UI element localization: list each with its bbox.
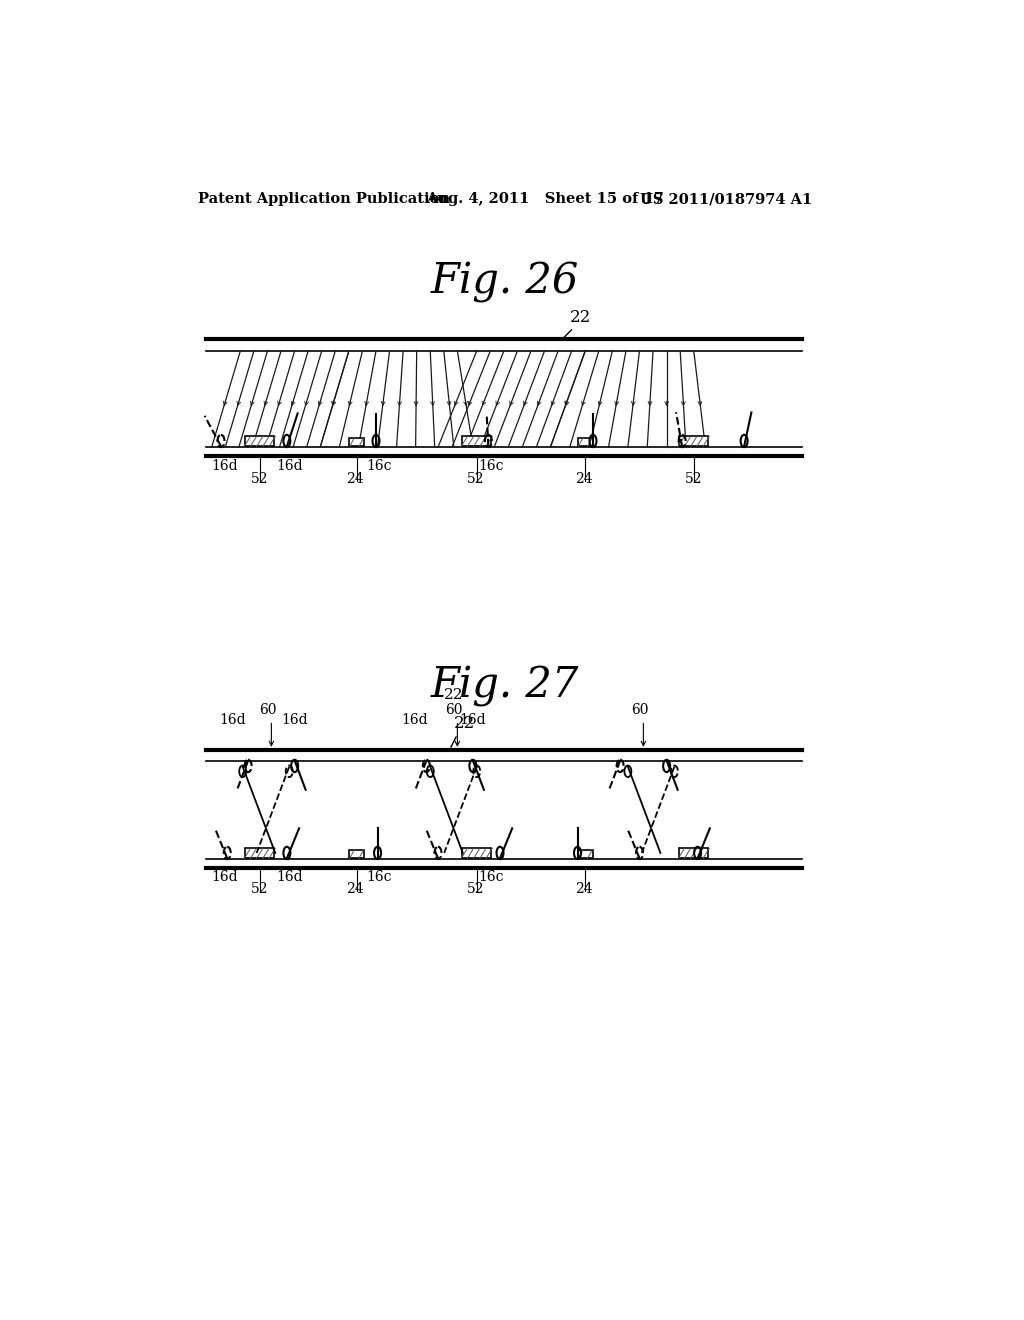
Text: Patent Application Publication: Patent Application Publication xyxy=(198,193,450,206)
Text: Aug. 4, 2011   Sheet 15 of 17: Aug. 4, 2011 Sheet 15 of 17 xyxy=(426,193,665,206)
Text: 24: 24 xyxy=(575,471,593,486)
Text: 52: 52 xyxy=(467,882,484,896)
Bar xyxy=(578,850,593,858)
Text: 60: 60 xyxy=(444,704,462,717)
Text: Fig. 26: Fig. 26 xyxy=(430,260,579,302)
Text: 16d: 16d xyxy=(211,459,238,474)
Text: 16d: 16d xyxy=(276,459,303,474)
Text: 16d: 16d xyxy=(401,713,428,726)
Text: 60: 60 xyxy=(631,704,648,717)
Bar xyxy=(679,437,709,446)
Text: 22: 22 xyxy=(569,309,591,326)
Bar xyxy=(245,849,274,858)
Text: 16d: 16d xyxy=(219,713,246,726)
Bar xyxy=(462,849,492,858)
Text: 16d: 16d xyxy=(282,713,308,726)
Text: 22: 22 xyxy=(443,688,463,702)
Text: 52: 52 xyxy=(251,471,268,486)
Text: 24: 24 xyxy=(575,882,593,896)
Text: 22: 22 xyxy=(454,715,475,733)
Text: 16c: 16c xyxy=(478,870,504,883)
Text: US 2011/0187974 A1: US 2011/0187974 A1 xyxy=(640,193,812,206)
Text: 16c: 16c xyxy=(367,870,392,883)
Bar xyxy=(462,437,492,446)
Text: 16d: 16d xyxy=(211,870,238,883)
Bar xyxy=(349,438,365,446)
Bar xyxy=(349,850,365,858)
Text: 52: 52 xyxy=(467,471,484,486)
Bar xyxy=(245,437,274,446)
Text: 24: 24 xyxy=(346,471,365,486)
Text: 60: 60 xyxy=(259,704,276,717)
Text: Fig. 27: Fig. 27 xyxy=(430,665,579,708)
Text: 16c: 16c xyxy=(367,459,392,474)
Text: 24: 24 xyxy=(346,882,365,896)
Text: 52: 52 xyxy=(251,882,268,896)
Bar xyxy=(679,849,709,858)
Text: 16c: 16c xyxy=(478,459,504,474)
Bar xyxy=(578,438,593,446)
Text: 16d: 16d xyxy=(460,713,486,726)
Text: 52: 52 xyxy=(684,471,701,486)
Text: 16d: 16d xyxy=(276,870,303,883)
